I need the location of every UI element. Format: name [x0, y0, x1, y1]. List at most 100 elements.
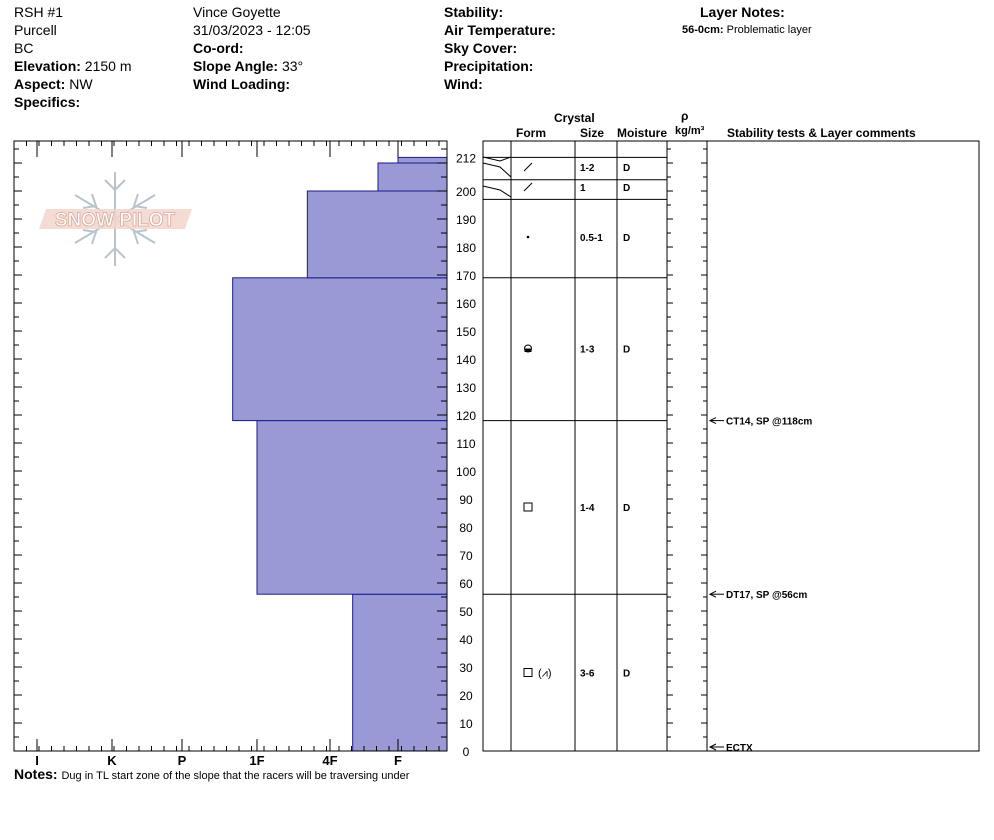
layer-row: (⩘) 3-6 D [523, 668, 630, 680]
depth-tick-label: 10 [459, 717, 473, 731]
layer-connector-line [482, 185, 512, 198]
arrow-left-icon [708, 743, 717, 751]
layer-connector-line [482, 156, 512, 162]
test-label: CT14, SP @118cm [726, 417, 812, 428]
snowpilot-logo: SNOW PILOT [39, 172, 192, 266]
comments-header: Stability tests & Layer comments [727, 126, 916, 140]
sky-cover-label: Sky Cover: [444, 40, 518, 56]
hardness-bars [232, 156, 448, 752]
size-header: Size [580, 126, 605, 140]
depth-tick-label: 212 [456, 151, 476, 165]
layer-moisture: D [623, 163, 630, 174]
logo-text: SNOW PILOT [55, 210, 176, 231]
stability-test: DT17, SP @56cm [708, 590, 807, 601]
layer-note-text: Problematic layer [726, 24, 812, 36]
hardness-bar [256, 420, 448, 595]
depth-tick-label: 70 [459, 549, 473, 563]
hardness-tick-label: 4F [322, 753, 337, 768]
depth-tick-label: 150 [456, 325, 476, 339]
aspect: Aspect: NW [14, 76, 93, 92]
wind-label: Wind: [444, 76, 483, 92]
hardness-bar [352, 593, 448, 752]
elevation-label: Elevation: [14, 58, 81, 74]
depth-tick-label: 20 [459, 689, 473, 703]
hardness-bar [232, 277, 448, 422]
layer-size: 3-6 [580, 669, 595, 680]
arrow-left-icon [708, 417, 717, 425]
aspect-value: NW [69, 76, 93, 92]
depth-axis: 0 10 20 30 40 50 60 70 80 90 100 110 120 130 140 150 160… [14, 141, 476, 759]
layer-row: 1-4 D [523, 502, 630, 514]
hardness-tick-label: F [394, 753, 402, 768]
depth-tick-label: 200 [456, 185, 476, 199]
crystal-header: Crystal [554, 111, 595, 125]
elevation-value: 2150 m [84, 58, 132, 74]
layer-moisture: D [623, 233, 630, 244]
hardness-tick-label: I [35, 753, 39, 768]
hardness-axis: I K P 1F 4F F [13, 141, 440, 768]
rounded-facet-icon [524, 348, 532, 352]
depth-tick-label: 0 [463, 745, 470, 759]
square-icon [523, 502, 533, 512]
density-unit-header: kg/m³ [675, 125, 705, 137]
depth-tick-label: 130 [456, 381, 476, 395]
stability-test: ECTX [708, 743, 753, 754]
precipitation-label: Precipitation: [444, 58, 534, 74]
layer-moisture: D [623, 669, 630, 680]
slash-icon [523, 182, 533, 192]
layer-notes-label: Layer Notes: [700, 4, 785, 20]
layer-note-range: 56-0cm: [682, 24, 724, 36]
notes-text: Dug in TL start zone of the slope that t… [61, 770, 410, 782]
rho-header: ρ [681, 109, 689, 123]
slope-angle-value: 33° [281, 58, 304, 74]
test-label: ECTX [726, 743, 753, 754]
layer-moisture: D [623, 183, 630, 194]
hardness-bar [306, 190, 448, 279]
depth-tick-label: 100 [456, 465, 476, 479]
layer-size: 1-3 [580, 345, 595, 356]
test-markers: CT14, SP @118cm DT17, SP @56cm ECTX [708, 417, 812, 754]
layer-table-frame [482, 140, 980, 752]
layer-row: 1-2 D [523, 162, 630, 174]
hardness-bar [397, 156, 448, 164]
depth-tick-label: 160 [456, 297, 476, 311]
range-name: Purcell [14, 22, 57, 38]
layer-size: 1 [580, 183, 586, 194]
specifics-label: Specifics: [14, 94, 81, 110]
stability-test: CT14, SP @118cm [708, 417, 812, 428]
layer-rows: 1-2 D1 D0.5-1 D1-3 D1-4 D(⩘) 3-6 D [523, 162, 630, 680]
form-header: Form [516, 126, 546, 140]
layer-row: 0.5-1 D [526, 233, 630, 244]
layer-moisture: D [623, 503, 630, 514]
slope-angle-label: Slope Angle: [193, 58, 279, 74]
notes-label: Notes: [14, 766, 58, 782]
depth-tick-label: 30 [459, 661, 473, 675]
region-name: BC [14, 40, 34, 56]
depth-tick-label: 40 [459, 633, 473, 647]
test-label: DT17, SP @56cm [726, 590, 807, 601]
depth-tick-label: 120 [456, 409, 476, 423]
layer-note: 56-0cm: Problematic layer [682, 24, 812, 37]
depth-tick-label: 190 [456, 213, 476, 227]
hardness-tick-label: 1F [249, 753, 264, 768]
wind-loading-label: Wind Loading: [193, 76, 291, 92]
hardness-tick-label: P [178, 753, 187, 768]
dot-icon [526, 235, 530, 239]
hardness-tick-label: K [107, 753, 117, 768]
notes: Notes: Dug in TL start zone of the slope… [14, 766, 409, 783]
hardness-bar [377, 162, 448, 192]
observer-name: Vince Goyette [193, 4, 281, 20]
depth-tick-label: 140 [456, 353, 476, 367]
site-name: RSH #1 [14, 4, 64, 20]
depth-tick-label: 110 [456, 437, 475, 451]
depth-tick-label: 90 [459, 493, 473, 507]
elevation: Elevation: 2150 m [14, 58, 132, 74]
depth-tick-label: 180 [456, 241, 476, 255]
arrow-left-icon [708, 590, 717, 598]
depth-tick-label: 80 [459, 521, 473, 535]
layer-size: 1-4 [580, 503, 595, 514]
layer-size: 1-2 [580, 163, 595, 174]
depth-tick-label: 50 [459, 605, 473, 619]
